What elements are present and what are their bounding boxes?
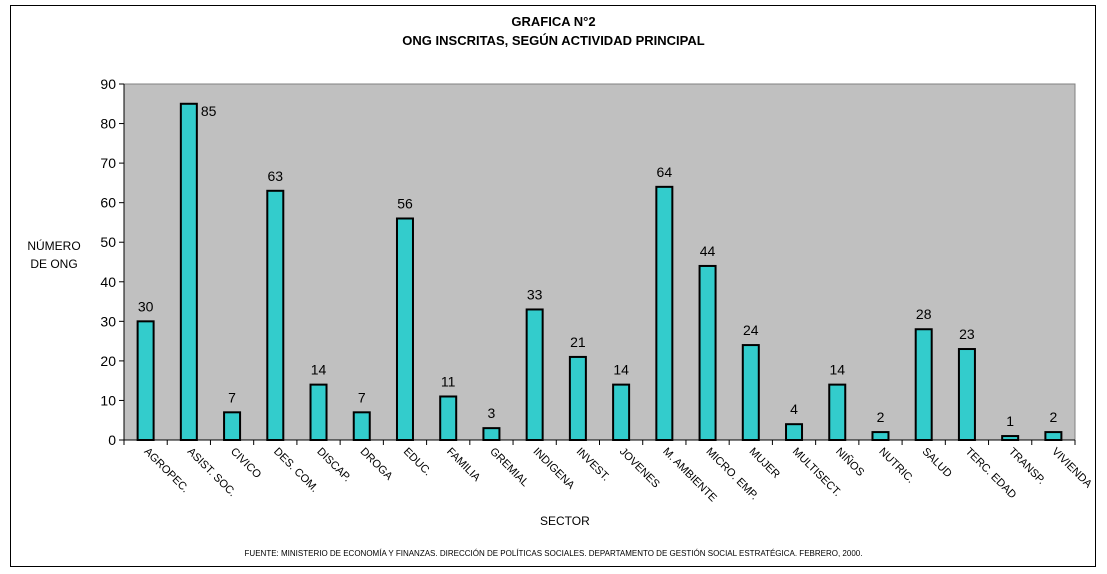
bar (136, 320, 155, 442)
chart-title: GRAFICA N°2 (511, 14, 596, 29)
data-label: 4 (790, 401, 798, 417)
x-tick-label: VIVIENDA (1049, 446, 1094, 491)
bar (525, 308, 544, 442)
y-tick-label: 80 (100, 116, 116, 132)
bar (352, 411, 371, 441)
data-label: 14 (829, 362, 845, 378)
bar (741, 344, 760, 442)
x-tick-label: DROGA (358, 446, 395, 483)
bar (828, 383, 847, 441)
bar (698, 264, 717, 442)
x-tick-label: JOVENES (617, 446, 662, 491)
bar (871, 431, 890, 442)
data-label: 64 (657, 164, 673, 180)
y-axis-label: NÚMERO DE ONG (18, 237, 90, 273)
bar (266, 189, 285, 441)
x-tick-label: CIVICO (228, 446, 264, 482)
data-label: 21 (570, 334, 586, 350)
x-tick-label: FAMILIA (444, 446, 483, 485)
data-label: 14 (311, 362, 327, 378)
data-label: 24 (743, 322, 759, 338)
bar (612, 383, 631, 441)
y-axis-label-line1: NÚMERO (27, 239, 81, 253)
data-label: 28 (916, 306, 932, 322)
y-tick-label: 60 (100, 195, 116, 211)
x-tick-label: DISCAP. (314, 446, 353, 485)
x-tick-label: DES. COM. (271, 446, 320, 495)
bar (309, 383, 328, 441)
y-tick-label: 10 (100, 392, 116, 408)
y-axis-label-line2: DE ONG (30, 257, 78, 271)
x-tick-label: INVEST. (574, 446, 612, 484)
x-tick-label: INDIGENA (531, 446, 578, 493)
x-tick-label: AGROPEC. (141, 446, 191, 496)
y-tick-label: 40 (100, 274, 116, 290)
data-label: 63 (268, 168, 284, 184)
data-label: 7 (228, 389, 236, 405)
data-label: 33 (527, 286, 543, 302)
data-label: 56 (397, 195, 413, 211)
x-tick-label: EDUC. (401, 446, 434, 479)
y-tick-label: 30 (100, 313, 116, 329)
bar (785, 423, 804, 441)
source-note: FUENTE: MINISTERIO DE ECONOMÍA Y FINANZA… (244, 549, 863, 558)
y-tick-label: 70 (100, 155, 116, 171)
x-tick-label: TRANSP. (1006, 446, 1047, 487)
data-label: 30 (138, 298, 154, 314)
x-tick-label: MUJER (747, 446, 782, 481)
y-tick-label: 20 (100, 353, 116, 369)
data-label: 85 (201, 103, 217, 119)
bar (957, 348, 976, 441)
bar (1044, 431, 1063, 442)
bar (439, 395, 458, 442)
x-tick-label: SALUD (920, 446, 954, 480)
x-tick-label: NUTRIC. (876, 446, 916, 486)
bar (1001, 435, 1020, 441)
x-tick-label: GREMIAL (487, 446, 530, 489)
y-tick-label: 0 (108, 432, 116, 448)
data-label: 11 (441, 373, 456, 389)
data-label: 2 (877, 409, 885, 425)
data-label: 14 (613, 362, 629, 378)
data-label: 3 (488, 405, 496, 421)
data-label: 2 (1049, 409, 1057, 425)
data-label: 7 (358, 389, 366, 405)
data-label: 23 (959, 326, 975, 342)
y-tick-label: 50 (100, 234, 116, 250)
x-axis-label: SECTOR (540, 514, 590, 528)
bar (395, 217, 414, 441)
x-tick-label: NIÑOS (833, 445, 867, 479)
data-label: 44 (700, 243, 716, 259)
bar (482, 427, 501, 441)
chart-subtitle: ONG INSCRITAS, SEGÚN ACTIVIDAD PRINCIPAL (402, 33, 705, 48)
bar (914, 328, 933, 441)
data-label: 1 (1006, 413, 1014, 429)
bar (223, 411, 242, 441)
bar (655, 185, 674, 441)
bar (179, 102, 198, 442)
y-tick-label: 90 (100, 76, 116, 92)
bar (568, 355, 587, 441)
